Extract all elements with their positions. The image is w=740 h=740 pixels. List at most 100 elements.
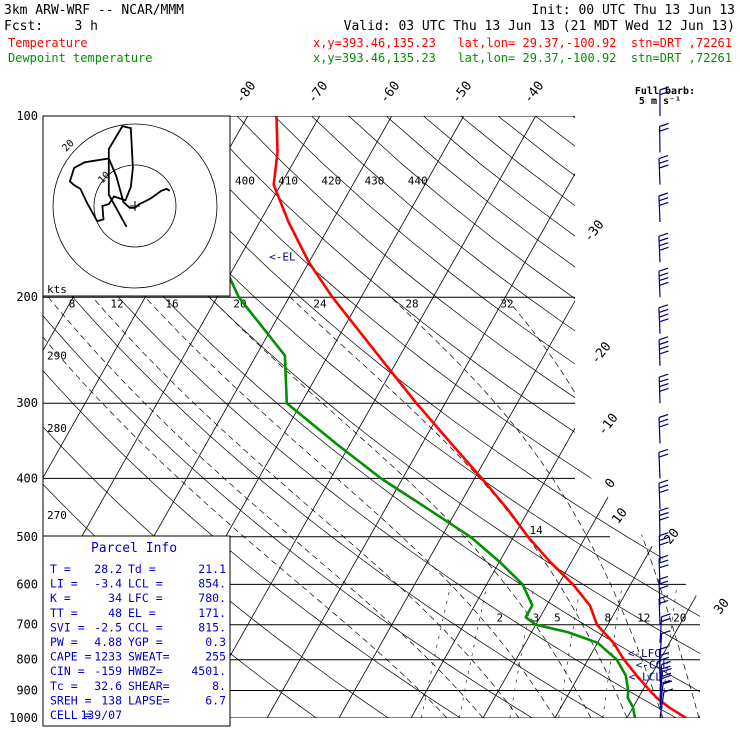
parcel-info-background: [42, 535, 231, 727]
hodograph-trace: [68, 125, 171, 228]
hodograph-units: kts: [47, 283, 67, 296]
parcel-info-cell: 0.3: [205, 635, 226, 649]
parcel-info-cell: -159: [94, 664, 122, 678]
wind-barb: [659, 688, 674, 719]
wind-barb: [658, 575, 669, 606]
dewpoint-series-info: x,y=393.46,135.23 lat,lon= 29.37,-100.92…: [313, 51, 732, 65]
parcel-info-cell: 255: [205, 650, 226, 664]
wind-barb: [658, 304, 669, 334]
dry-adiabat: [43, 116, 605, 718]
init-label: Init: 00 UTC Thu 13 Jun 13: [532, 3, 736, 18]
parcel-info-cell: 32.6: [94, 679, 122, 693]
temperature-tick-30: 30: [711, 596, 732, 618]
parcel-info-cell: K =: [50, 591, 71, 605]
temperature-tick-20: 20: [661, 526, 682, 548]
dewpoint-profile: [174, 116, 637, 718]
hodograph-ring-outer: [52, 123, 218, 289]
pressure-tick-300: 300: [16, 396, 38, 410]
parcel-info-cell: CELL =: [50, 708, 92, 722]
pressure-tick-600: 600: [16, 577, 38, 591]
dry-adiabat: [572, 116, 700, 718]
theta-e-label: 8: [69, 298, 76, 311]
parcel-info-cell: 4501.: [191, 664, 226, 678]
temperature-tick-10: 10: [609, 505, 630, 527]
wind-barb: [659, 630, 671, 660]
temperature-series-name: Temperature: [8, 36, 87, 50]
theta-e-label: 16: [165, 298, 178, 311]
dry-adiabat: [87, 116, 700, 718]
moist-adiabat: [290, 296, 628, 718]
parcel-info-cell: 6.7: [205, 693, 226, 707]
temperature-tick--80: -80: [233, 79, 259, 107]
parcel-info-cell: 854.: [198, 577, 226, 591]
parcel-info-cell: 815.: [198, 620, 226, 634]
temperature-tick--60: -60: [377, 79, 403, 107]
temperature-profile: [272, 116, 687, 718]
parcel-info-cell: Tc =: [50, 679, 78, 693]
wind-barb-column: [658, 86, 674, 719]
dry-adiabat: [311, 116, 700, 718]
temperature-tick--10: -10: [595, 411, 621, 439]
dry-adiabat: [50, 116, 700, 718]
theta-e-label: 24: [313, 298, 327, 311]
level-marker: <-LCL: [629, 671, 662, 684]
wind-barb: [658, 413, 669, 444]
parcel-info-cell: 8.: [212, 679, 226, 693]
wind-barb: [659, 668, 672, 698]
dry-adiabat: [423, 116, 700, 718]
hodograph-ring-inner: [93, 164, 177, 248]
wind-barb: [658, 232, 669, 263]
parcel-info-cell: 21.1: [198, 562, 226, 576]
isotherm: [266, 116, 609, 718]
temperature-tick--20: -20: [588, 339, 614, 367]
wind-barb: [658, 554, 669, 585]
mixing-ratio-label: 8: [604, 612, 611, 625]
wind-barb: [658, 336, 669, 366]
dry-adiabat: [43, 116, 677, 718]
temperature-tick-0: 0: [602, 476, 619, 491]
parcel-info-cell: SWEAT=: [128, 650, 170, 664]
mixing-ratio-label: 5: [554, 612, 561, 625]
dry-adiabat: [535, 116, 700, 718]
parcel-info-cell: 780.: [198, 591, 226, 605]
parcel-info-cell: SHEAR=: [128, 679, 170, 693]
pressure-tick-800: 800: [16, 653, 38, 667]
wind-barb: [659, 660, 671, 691]
pressure-tick-500: 500: [16, 530, 38, 544]
parcel-info-cell: 48: [108, 606, 122, 620]
valid-time-label: Valid: 03 UTC Thu 13 Jun 13 (21 MDT Wed …: [344, 19, 735, 34]
moist-adiabat: [209, 296, 592, 718]
theta-label: 440: [408, 175, 428, 188]
wind-barb: [658, 373, 669, 404]
dry-adiabat: [43, 116, 533, 718]
mixing-ratio-label: 12: [637, 612, 650, 625]
wind-barb: [658, 192, 669, 223]
pressure-tick-400: 400: [16, 471, 38, 485]
theta-label: 400: [235, 175, 255, 188]
mixing-ratio-label: 20: [673, 612, 686, 625]
dry-adiabat: [199, 116, 700, 718]
parcel-info-cell: 4.88: [94, 635, 122, 649]
isotherm: [698, 116, 700, 718]
parcel-info-cell: LCL =: [128, 577, 163, 591]
wind-barb: [658, 532, 669, 562]
temperature-tick--50: -50: [449, 79, 475, 107]
model-label: 3km ARW-WRF -- NCAR/MMM: [4, 3, 184, 18]
isotherm: [43, 116, 321, 718]
mixing-ratio-label: 3: [532, 612, 539, 625]
parcel-info-cell: 1233: [94, 650, 122, 664]
dry-adiabat: [162, 116, 700, 718]
wind-barb: [659, 680, 673, 711]
parcel-info-cell: LAPSE=: [128, 693, 170, 707]
theta-e-label: 280: [47, 422, 67, 435]
temperature-tick--40: -40: [521, 79, 547, 107]
parcel-info-cell: SVI =: [50, 620, 85, 634]
hodograph: 20 10 kts: [42, 115, 231, 297]
parcel-info-cell: 139/07: [80, 708, 122, 722]
dry-adiabat: [385, 116, 700, 718]
pressure-tick-100: 100: [16, 109, 38, 123]
level-marker: <-CCL: [636, 659, 669, 672]
temperature-series-info: x,y=393.46,135.23 lat,lon= 29.37,-100.92…: [313, 36, 732, 50]
wind-barb: [659, 122, 669, 153]
wind-barb: [659, 613, 671, 643]
